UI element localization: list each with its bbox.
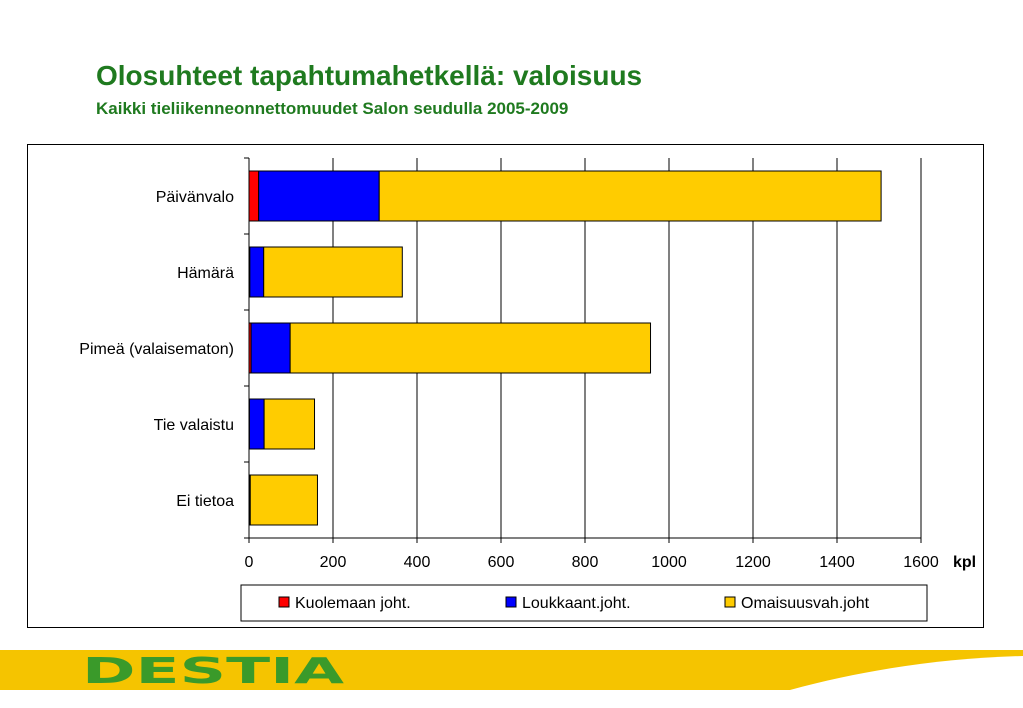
legend-label: Omaisuusvah.joht (741, 595, 870, 612)
footer-swoosh (790, 656, 1023, 690)
category-label: Hämärä (177, 265, 234, 282)
bar-segment (289, 322, 652, 374)
category-label: Tie valaistu (154, 417, 234, 434)
bar-segment (258, 170, 380, 222)
bar-segment (263, 246, 403, 298)
x-tick-label: 400 (404, 554, 431, 571)
bar-segment (248, 398, 265, 450)
legend-swatch (505, 596, 517, 608)
bar-segment (378, 170, 882, 222)
footer-band: DESTIA (0, 650, 1023, 690)
slide-subtitle: Kaikki tieliikenneonnettomuudet Salon se… (96, 99, 569, 118)
x-tick-label: 600 (488, 554, 515, 571)
bar-segment (249, 474, 318, 526)
bar-chart: Päivänvalo Hämärä Pimeä (valaisematon) Tie … (79, 157, 976, 622)
bar-segment (249, 246, 265, 298)
legend-label: Kuolemaan joht. (295, 595, 411, 612)
legend-swatch (278, 596, 290, 608)
bar-segment (263, 398, 316, 450)
x-tick-label: 1600 (903, 554, 939, 571)
x-tick-label: 1400 (819, 554, 855, 571)
bar-segment (250, 322, 291, 374)
bar-segment (248, 170, 260, 222)
category-label: Pimeä (valaisematon) (79, 341, 234, 358)
x-unit-label: kpl (953, 554, 976, 571)
legend: Kuolemaan joht. Loukkaant.joht. Omaisuusva… (240, 584, 928, 622)
legend-box (240, 584, 928, 622)
destia-logo: DESTIA (82, 651, 344, 690)
slide-title: Olosuhteet tapahtumahetkellä: valoisuus (96, 60, 643, 91)
x-tick-label: 1000 (651, 554, 687, 571)
chart-frame: Päivänvalo Hämärä Pimeä (valaisematon) Tie … (27, 144, 984, 628)
legend-label: Loukkaant.joht. (522, 595, 631, 612)
category-label: Ei tietoa (176, 493, 234, 510)
x-tick-label: 0 (245, 554, 254, 571)
x-tick-label: 1200 (735, 554, 771, 571)
x-tick-label: 200 (320, 554, 347, 571)
category-label: Päivänvalo (156, 189, 234, 206)
x-tick-label: 800 (572, 554, 599, 571)
legend-swatch (724, 596, 736, 608)
